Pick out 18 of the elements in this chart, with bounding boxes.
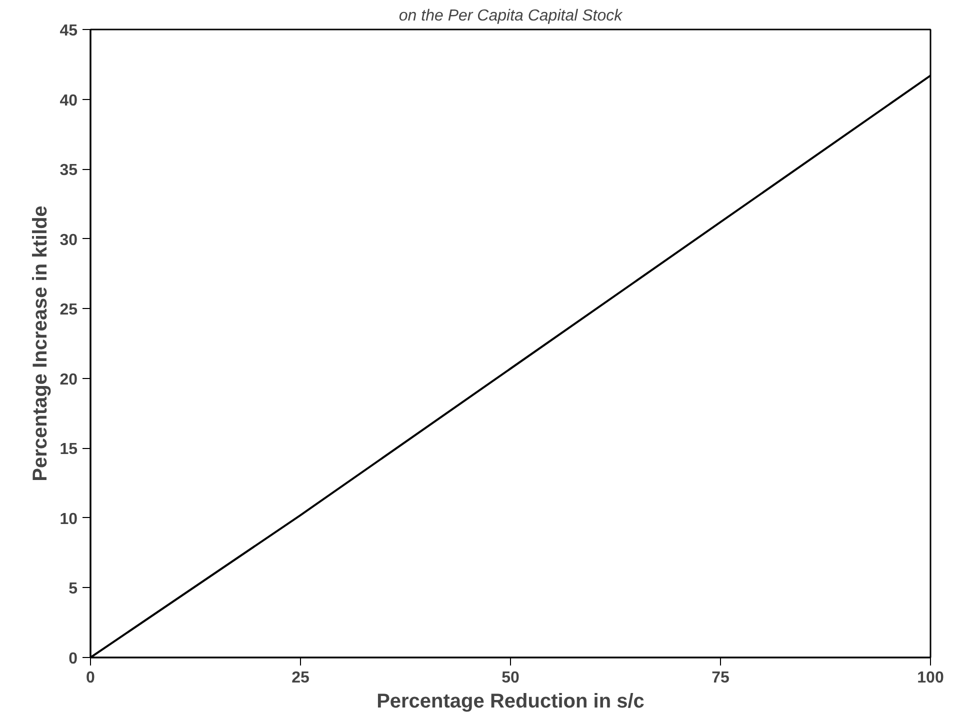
y-tick-label: 15 (60, 441, 78, 458)
y-tick-label: 25 (60, 302, 78, 319)
y-tick-label: 5 (68, 580, 78, 598)
y-tick-label: 30 (60, 232, 78, 249)
x-tick-label: 75 (712, 670, 730, 686)
x-tick-label: 100 (917, 670, 944, 686)
x-tick-label: 0 (86, 670, 96, 686)
y-tick-label: 35 (60, 162, 78, 180)
y-tick-label: 20 (60, 371, 78, 388)
x-tick-label: 50 (502, 670, 520, 686)
x-tick-label: 25 (292, 670, 310, 686)
y-tick-label: 40 (60, 92, 78, 110)
y-tick-label: 10 (60, 510, 78, 528)
x-axis-title: Percentage Reduction in s/c (376, 690, 644, 712)
y-tick-label: 0 (68, 650, 78, 668)
y-axis-title: Percentage Increase in ktilde (30, 206, 52, 482)
chart-title: on the Per Capita Capital Stock (398, 8, 624, 24)
y-tick-label: 45 (60, 22, 78, 40)
